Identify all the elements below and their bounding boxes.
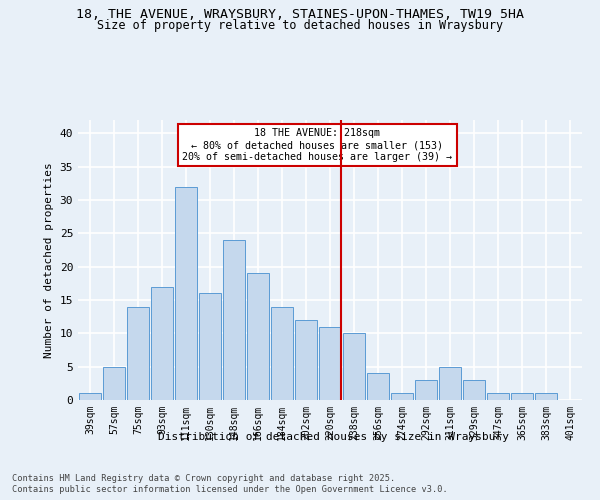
Text: 18 THE AVENUE: 218sqm
← 80% of detached houses are smaller (153)
20% of semi-det: 18 THE AVENUE: 218sqm ← 80% of detached … [182,128,452,162]
Bar [247,274,269,400]
Bar [439,366,461,400]
Bar [535,394,557,400]
Bar [79,394,101,400]
Bar [367,374,389,400]
Bar [463,380,485,400]
Bar [151,286,173,400]
Bar [391,394,413,400]
Bar [175,186,197,400]
Bar [487,394,509,400]
Bar [103,366,125,400]
Bar [319,326,341,400]
Text: Size of property relative to detached houses in Wraysbury: Size of property relative to detached ho… [97,18,503,32]
Bar [343,334,365,400]
Text: Contains HM Land Registry data © Crown copyright and database right 2025.: Contains HM Land Registry data © Crown c… [12,474,395,483]
Text: Distribution of detached houses by size in Wraysbury: Distribution of detached houses by size … [158,432,509,442]
Bar [511,394,533,400]
Bar [223,240,245,400]
Bar [295,320,317,400]
Text: 18, THE AVENUE, WRAYSBURY, STAINES-UPON-THAMES, TW19 5HA: 18, THE AVENUE, WRAYSBURY, STAINES-UPON-… [76,8,524,20]
Text: Contains public sector information licensed under the Open Government Licence v3: Contains public sector information licen… [12,485,448,494]
Bar [127,306,149,400]
Y-axis label: Number of detached properties: Number of detached properties [44,162,54,358]
Bar [271,306,293,400]
Bar [415,380,437,400]
Bar [199,294,221,400]
